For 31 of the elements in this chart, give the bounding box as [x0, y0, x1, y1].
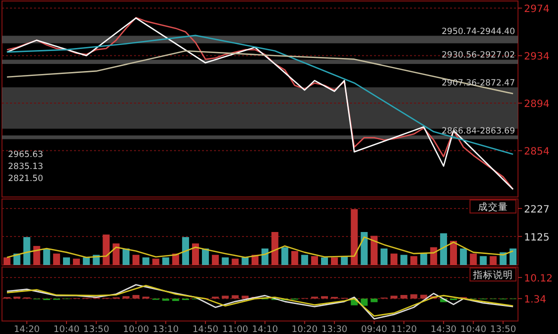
x-tick-label: 13:50 — [83, 325, 110, 334]
x-tick-label: 14:10 — [252, 325, 278, 334]
y-tick-label: 1.34 — [524, 294, 546, 306]
band-label: 2930.56-2927.02 — [442, 50, 515, 61]
chart-title: 指标说明 — [472, 269, 513, 281]
x-tick-label: 09:40 — [361, 325, 388, 334]
y-tick-label: 2854 — [524, 146, 550, 158]
y-tick-label: 2894 — [524, 99, 550, 110]
y-tick-label: 10.12 — [524, 274, 553, 285]
y-tick-label: 1125 — [524, 232, 550, 244]
x-tick-label: 10:40 — [460, 325, 487, 334]
y-tick-label: 2934 — [524, 52, 550, 63]
x-tick-label: 11:20 — [390, 325, 418, 334]
y-tick-label: 2227 — [524, 204, 550, 216]
x-tick-label: 10:40 — [54, 325, 80, 334]
annotation: 2965.63 — [8, 150, 44, 160]
y-tick-label: 2974 — [524, 4, 550, 16]
x-tick-label: 13:50 — [490, 325, 516, 334]
chart-title: 成交量 — [478, 201, 508, 213]
band-label: 2950.74-2944.40 — [442, 26, 515, 37]
x-tick-label: 10:20 — [292, 325, 318, 334]
x-tick-label: 13:10 — [152, 325, 179, 334]
x-tick-label: 14:30 — [430, 325, 457, 334]
band-label: 2866.84-2863.69 — [442, 126, 515, 136]
annotation: 2821.50 — [8, 174, 44, 184]
x-tick-label: 14:50 — [192, 325, 219, 334]
x-tick-label: 11:00 — [222, 325, 248, 334]
annotation: 2835.13 — [8, 162, 44, 172]
x-tick-label: 10:00 — [122, 325, 150, 334]
x-tick-label: 13:30 — [321, 325, 348, 334]
x-tick-label: 14:20 — [14, 325, 40, 334]
